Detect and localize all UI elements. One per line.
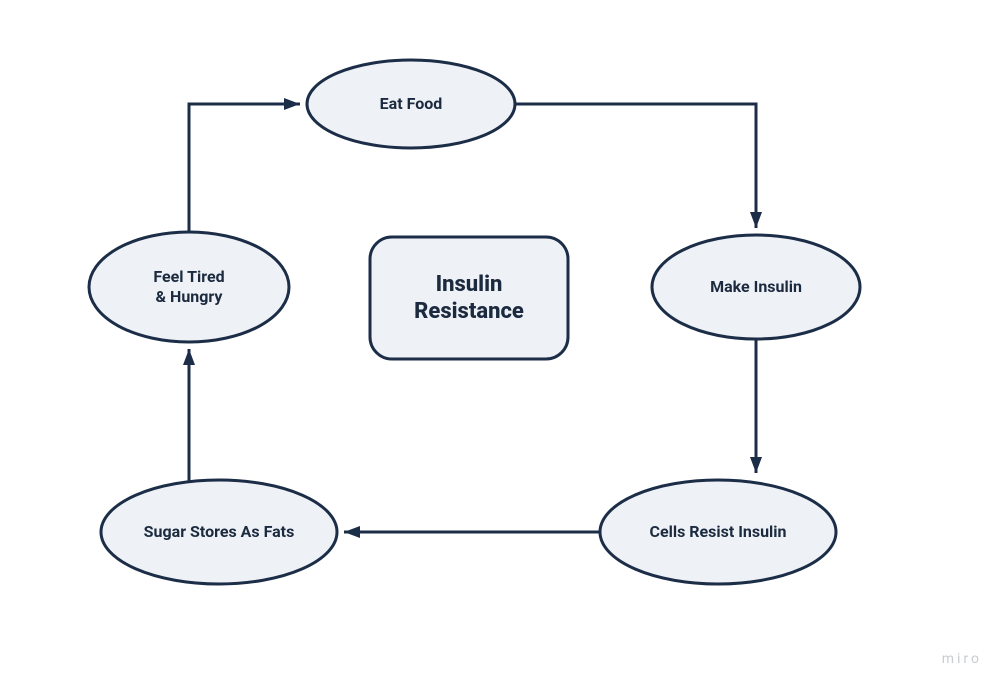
arrowhead-insulin-to-resist — [750, 457, 762, 473]
arrowhead-fats-to-tired — [183, 349, 195, 365]
node-center — [370, 237, 568, 359]
watermark-text: miro — [942, 651, 982, 667]
node-insulin — [652, 235, 860, 339]
node-resist — [600, 480, 836, 584]
node-eat — [307, 60, 515, 148]
node-fats — [101, 480, 337, 584]
diagram-canvas — [0, 0, 1000, 677]
node-tired — [89, 232, 289, 342]
nodes-layer — [89, 60, 860, 584]
arrowhead-resist-to-fats — [344, 526, 360, 538]
arrowhead-tired-to-eat — [284, 98, 300, 110]
edge-tired-to-eat — [189, 104, 300, 232]
arrowhead-eat-to-insulin — [750, 212, 762, 228]
edge-eat-to-insulin — [515, 104, 756, 228]
